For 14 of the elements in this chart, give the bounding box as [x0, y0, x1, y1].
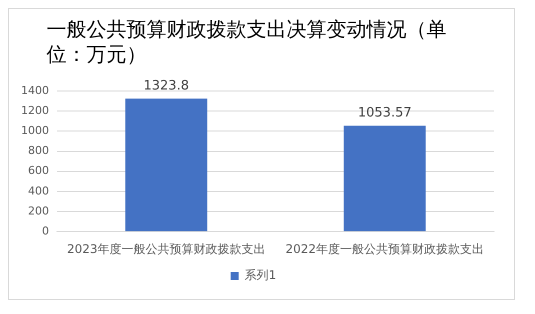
y-tick-label: 600 [28, 164, 49, 178]
x-tick-label: 2023年度一般公共预算财政拨款支出 [66, 242, 266, 256]
y-tick-label: 1400 [20, 84, 49, 97]
legend-label: 系列1 [244, 268, 276, 282]
y-tick-label: 0 [42, 224, 49, 238]
data-label: 1053.57 [358, 106, 412, 121]
x-tick-label: 2022年度一般公共预算财政拨款支出 [285, 242, 484, 256]
y-tick-label: 1000 [20, 124, 49, 138]
y-tick-label: 1200 [20, 104, 49, 117]
y-tick-label: 800 [28, 144, 49, 158]
chart-title: 一般公共预算财政拨款支出决算变动情况（单位：万元） [46, 17, 448, 67]
y-tick-label: 200 [28, 204, 49, 218]
y-tick-label: 400 [28, 184, 49, 198]
data-label: 1323.8 [143, 78, 189, 94]
